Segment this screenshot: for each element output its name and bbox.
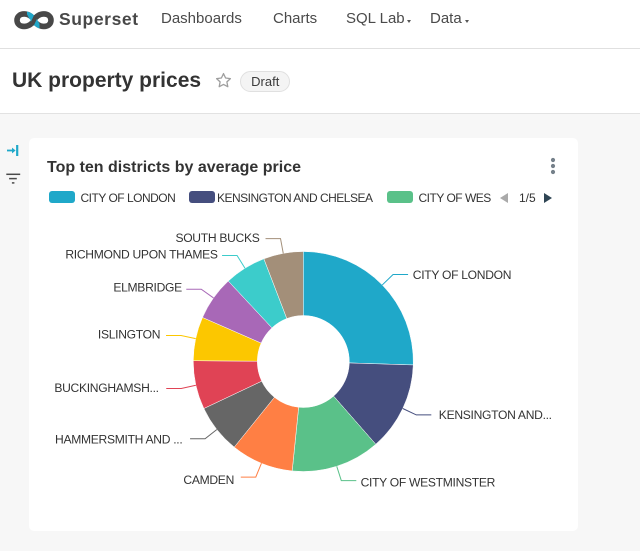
svg-text:RICHMOND UPON THAMES: RICHMOND UPON THAMES	[65, 248, 218, 262]
svg-text:CAMDEN: CAMDEN	[183, 473, 234, 487]
svg-text:SOUTH BUCKS: SOUTH BUCKS	[175, 231, 259, 245]
svg-text:ISLINGTON: ISLINGTON	[98, 328, 160, 342]
svg-text:BUCKINGHAMSH...: BUCKINGHAMSH...	[54, 381, 158, 395]
svg-text:HAMMERSMITH AND ...: HAMMERSMITH AND ...	[55, 433, 182, 447]
svg-text:CITY OF WESTMINSTER: CITY OF WESTMINSTER	[361, 476, 496, 490]
svg-text:KENSINGTON AND...: KENSINGTON AND...	[439, 408, 552, 422]
svg-text:ELMBRIDGE: ELMBRIDGE	[113, 281, 182, 295]
svg-text:CITY OF LONDON: CITY OF LONDON	[413, 268, 511, 282]
